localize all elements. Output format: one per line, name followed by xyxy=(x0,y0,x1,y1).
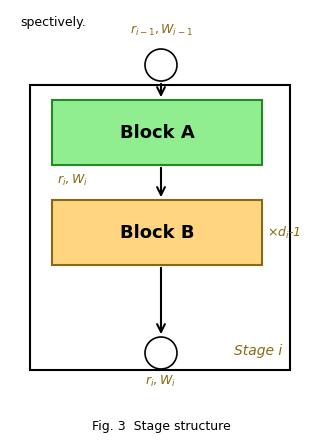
Text: $\times d_i$-1: $\times d_i$-1 xyxy=(267,224,301,241)
Bar xyxy=(52,200,262,265)
Text: Block A: Block A xyxy=(120,124,194,142)
Text: $r_i,W_i$: $r_i,W_i$ xyxy=(57,173,88,188)
Circle shape xyxy=(145,49,177,81)
Circle shape xyxy=(145,337,177,369)
Bar xyxy=(52,100,262,165)
Text: Fig. 3  Stage structure: Fig. 3 Stage structure xyxy=(92,420,230,433)
Text: spectively.: spectively. xyxy=(20,16,86,29)
Text: $r_i,W_i$: $r_i,W_i$ xyxy=(146,374,176,389)
Text: Stage i: Stage i xyxy=(234,344,282,358)
Text: Block B: Block B xyxy=(120,224,194,241)
Bar xyxy=(30,85,290,370)
Text: $r_{i-1},W_{i-1}$: $r_{i-1},W_{i-1}$ xyxy=(129,23,193,38)
